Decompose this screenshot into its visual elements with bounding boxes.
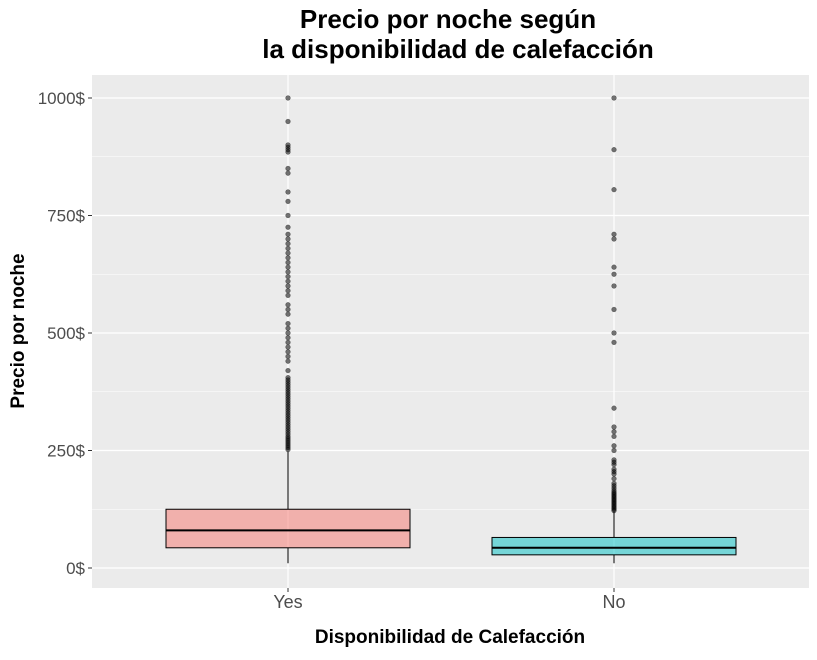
- outlier-point: [285, 320, 291, 327]
- outlier-point: [285, 344, 291, 350]
- x-tick-label: No: [602, 592, 625, 612]
- outlier-point: [611, 231, 617, 237]
- y-tick-label: 0$: [66, 559, 85, 578]
- outlier-point: [285, 95, 291, 101]
- chart-title-line-1: Precio por noche según: [300, 4, 596, 34]
- outlier-point: [285, 198, 291, 205]
- outlier-point: [285, 335, 291, 341]
- outlier-point: [611, 466, 617, 472]
- outlier-point: [611, 236, 617, 242]
- outlier-point: [285, 212, 291, 219]
- y-tick-label: 500$: [47, 324, 85, 343]
- outlier-point: [285, 165, 291, 172]
- outlier-point: [285, 241, 291, 247]
- outlier-point: [285, 278, 291, 284]
- y-tick-label: 750$: [47, 207, 85, 226]
- outlier-point: [285, 283, 291, 289]
- outlier-point: [611, 443, 617, 449]
- outlier-point: [611, 447, 617, 454]
- box-no: [491, 95, 737, 564]
- y-axis: 0$ 250$ 500$ 750$ 1000$: [38, 89, 92, 578]
- outlier-point: [285, 273, 291, 280]
- iqr-box: [165, 508, 411, 549]
- plot-panel: [92, 75, 809, 588]
- x-axis: Yes No: [273, 588, 626, 612]
- outlier-point: [285, 189, 291, 195]
- outlier-point: [611, 271, 617, 277]
- outlier-point: [285, 339, 291, 346]
- outlier-point: [611, 187, 617, 193]
- outlier-point: [611, 283, 617, 289]
- outlier-point: [611, 476, 617, 482]
- outlier-point: [285, 170, 291, 176]
- outlier-point: [285, 358, 291, 364]
- outlier-point: [285, 231, 291, 237]
- outlier-point: [285, 288, 291, 294]
- outlier-point: [285, 118, 291, 125]
- x-axis-label: Disponibilidad de Calefacción: [315, 627, 585, 648]
- outlier-point: [285, 236, 291, 242]
- outlier-point: [611, 405, 617, 411]
- x-tick-label: Yes: [273, 592, 302, 612]
- outlier-point: [611, 429, 617, 435]
- outlier-point: [285, 142, 291, 148]
- box-series: [165, 95, 737, 564]
- outlier-point: [285, 330, 291, 336]
- outlier-point: [285, 325, 291, 331]
- outlier-point: [611, 457, 617, 463]
- outlier-point: [285, 292, 291, 299]
- outlier-point: [285, 311, 291, 317]
- outlier-point: [285, 367, 291, 374]
- y-tick-label: 250$: [47, 442, 85, 461]
- outlier-point: [611, 264, 617, 270]
- outlier-point: [285, 353, 291, 360]
- outlier-point: [611, 480, 617, 487]
- outlier-point: [611, 339, 617, 346]
- outlier-point: [285, 250, 291, 256]
- outlier-point: [285, 264, 291, 270]
- outlier-point: [611, 424, 617, 430]
- y-tick-label: 1000$: [38, 89, 86, 108]
- outlier-point: [285, 224, 291, 230]
- outlier-point: [611, 433, 617, 440]
- outlier-point: [611, 147, 617, 153]
- outlier-point: [285, 245, 291, 252]
- box-yes: [165, 95, 411, 564]
- chart-title-line-2: la disponibilidad de calefacción: [262, 34, 654, 64]
- outlier-point: [285, 302, 291, 308]
- outlier-point: [285, 269, 291, 275]
- outlier-point: [285, 306, 291, 313]
- outlier-point: [611, 95, 617, 101]
- outlier-point: [611, 330, 617, 336]
- outlier-point: [611, 306, 617, 313]
- outlier-point: [285, 375, 291, 381]
- iqr-box: [491, 536, 737, 556]
- outlier-point: [285, 255, 291, 261]
- outlier-point: [285, 259, 291, 266]
- y-axis-label: Precio por noche: [8, 253, 29, 408]
- outlier-point: [285, 349, 291, 355]
